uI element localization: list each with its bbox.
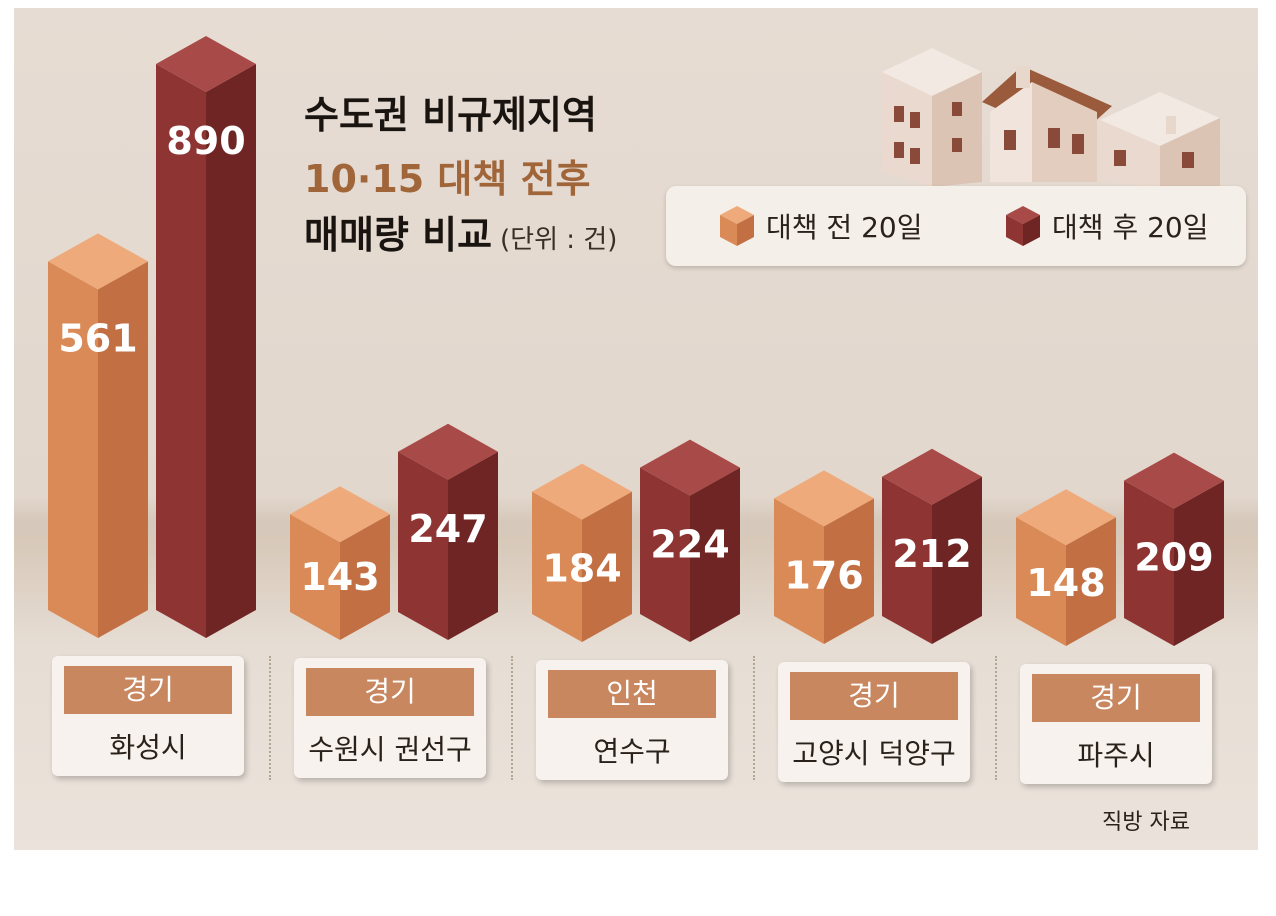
region-separator xyxy=(753,656,755,780)
region-city: 수원시 권선구 xyxy=(308,733,472,766)
bar-top-face xyxy=(156,36,256,92)
region-city: 고양시 덕양구 xyxy=(792,737,956,770)
house-middle xyxy=(982,66,1112,182)
bar-right-face xyxy=(582,491,632,642)
bar-right-face xyxy=(448,451,498,640)
bar-right-face xyxy=(206,64,256,638)
bar-right-face xyxy=(1066,517,1116,646)
bar-left-face xyxy=(1124,480,1174,646)
chart-title-line3-text: 매매량 비교 xyxy=(304,213,493,257)
bar-before-0: 561 xyxy=(48,233,148,638)
bar-after-3: 212 xyxy=(882,448,982,644)
bar-value-label: 209 xyxy=(1134,536,1213,580)
bar-before-1: 143 xyxy=(290,486,390,640)
bar-value-label: 224 xyxy=(650,523,729,567)
bar-top-face xyxy=(290,486,390,543)
region-province: 경기 xyxy=(1032,674,1200,722)
bar-right-face xyxy=(1174,480,1224,646)
region-province: 경기 xyxy=(790,672,958,720)
bar-value-label: 143 xyxy=(300,555,379,599)
region-province: 인천 xyxy=(548,670,716,718)
bar-value-label: 148 xyxy=(1026,561,1105,605)
bar-value-label: 247 xyxy=(408,507,487,551)
bar-top-face xyxy=(882,448,982,505)
bar-top-face xyxy=(48,233,148,290)
legend-item-after: 대책 후 20일 xyxy=(1006,204,1208,248)
bar-left-face xyxy=(774,498,824,644)
bar-left-face xyxy=(532,491,582,642)
bar-value-label: 184 xyxy=(542,547,621,591)
bar-top-face xyxy=(640,439,740,496)
legend-label-before: 대책 전 20일 xyxy=(766,211,923,244)
bar-right-face xyxy=(824,498,874,644)
bar-left-face xyxy=(640,467,690,642)
region-city: 연수구 xyxy=(593,735,671,768)
bar-value-label: 176 xyxy=(784,553,863,597)
bar-value-label: 561 xyxy=(58,316,137,360)
source-note: 직방 자료 xyxy=(1102,810,1190,835)
bar-chart: 561 890 143 247 184 224 176 212 148 209 xyxy=(48,36,1224,646)
bar-after-2: 224 xyxy=(640,439,740,642)
bar-value-label: 890 xyxy=(166,119,245,163)
chart-title-line1: 수도권 비규제지역 xyxy=(304,93,597,137)
region-separator xyxy=(995,656,997,780)
bar-before-3: 176 xyxy=(774,470,874,644)
bar-top-face xyxy=(774,470,874,527)
legend-swatch-before xyxy=(720,206,754,246)
chart-panel: 수도권 비규제지역 10·15 대책 전후 매매량 비교 (단위 : 건) 대책 … xyxy=(14,8,1258,850)
chart-title-line2: 10·15 대책 전후 xyxy=(304,157,591,201)
bar-before-2: 184 xyxy=(532,463,632,642)
bar-top-face xyxy=(398,423,498,480)
bar-left-face xyxy=(882,476,932,644)
house-right xyxy=(1100,92,1220,187)
bar-after-1: 247 xyxy=(398,423,498,640)
bar-top-face xyxy=(532,463,632,520)
bar-right-face xyxy=(98,261,148,638)
legend: 대책 전 20일 대책 후 20일 xyxy=(666,186,1246,266)
legend-item-before: 대책 전 20일 xyxy=(720,204,922,248)
region-city: 화성시 xyxy=(109,731,187,764)
bar-value-label: 212 xyxy=(892,532,971,576)
bar-right-face xyxy=(340,514,390,640)
bar-top-face xyxy=(1124,452,1224,509)
bar-left-face xyxy=(398,451,448,640)
house-left xyxy=(882,48,982,187)
region-province: 경기 xyxy=(64,666,232,714)
legend-label-after: 대책 후 20일 xyxy=(1052,211,1209,244)
region-province: 경기 xyxy=(306,668,474,716)
region-city: 파주시 xyxy=(1077,739,1155,772)
bar-after-4: 209 xyxy=(1124,452,1224,646)
unit-label: (단위 : 건) xyxy=(500,225,618,255)
region-separator xyxy=(269,656,271,780)
bar-after-0: 890 xyxy=(156,36,256,638)
houses-illustration xyxy=(882,48,1220,187)
bar-right-face xyxy=(690,467,740,642)
bar-left-face xyxy=(48,261,98,638)
region-separator xyxy=(511,656,513,780)
bar-before-4: 148 xyxy=(1016,489,1116,646)
chart-title-line3: 매매량 비교 (단위 : 건) xyxy=(304,204,617,259)
bar-right-face xyxy=(932,476,982,644)
bar-top-face xyxy=(1016,489,1116,546)
bar-left-face xyxy=(156,64,206,638)
bar-left-face xyxy=(290,514,340,640)
legend-swatch-after xyxy=(1006,206,1040,246)
bar-left-face xyxy=(1016,517,1066,646)
